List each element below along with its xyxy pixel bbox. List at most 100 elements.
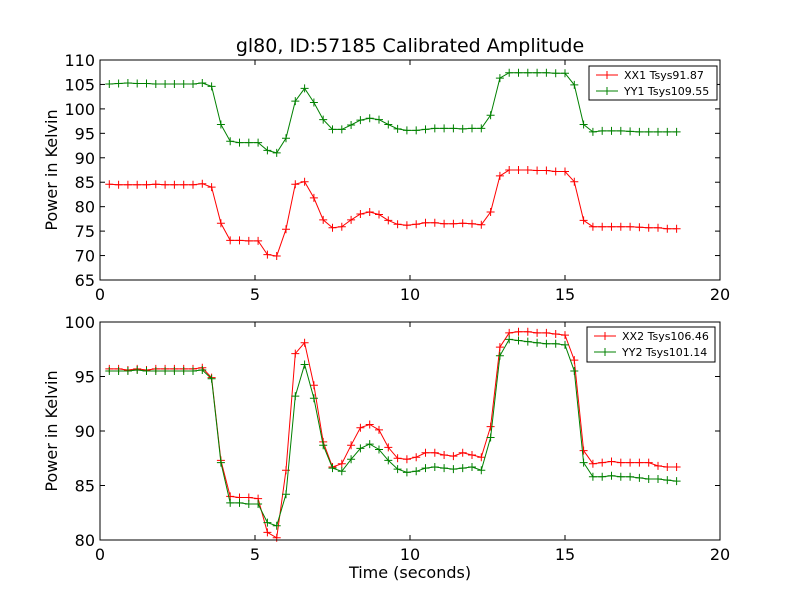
top-chart-data-point <box>542 68 551 77</box>
top-chart-data-point <box>337 125 346 134</box>
top-chart-data-point <box>440 124 449 133</box>
bottom-chart-data-point <box>505 335 514 344</box>
top-chart-data-point <box>375 210 383 219</box>
bottom-chart-data-point <box>570 356 579 365</box>
bottom-chart-data-point <box>133 366 142 374</box>
top-chart-data-point <box>300 177 309 186</box>
x-tick-label: 20 <box>710 285 730 304</box>
bottom-chart-ticks: 0 5 10 15 20 80 85 90 95 100 <box>64 313 730 564</box>
bottom-chart-data-point <box>644 475 653 483</box>
legend-label-yy1: YY1 Tsys109.55 <box>623 85 709 98</box>
bottom-chart-data-point <box>300 338 309 347</box>
top-chart-data-point <box>551 69 560 78</box>
bottom-chart-data-point <box>635 473 644 482</box>
bottom-chart-data-point <box>263 518 272 527</box>
bottom-chart-data-point <box>542 328 551 337</box>
top-chart-data-point <box>486 208 495 216</box>
bottom-chart-data-point <box>142 367 151 375</box>
top-chart-data-point <box>226 236 235 245</box>
chart-title: gl80, ID:57185 Calibrated Amplitude <box>236 35 584 57</box>
top-chart-data-point <box>189 80 197 88</box>
bottom-chart-data-point <box>337 459 346 468</box>
top-chart-data-point <box>412 220 421 229</box>
top-chart-data-point <box>216 120 225 129</box>
y-tick-label: 80 <box>75 198 95 217</box>
top-chart-data-point <box>402 126 411 135</box>
top-chart-data-point <box>533 166 542 175</box>
bottom-chart-data-point <box>309 394 318 403</box>
top-chart-data-point <box>133 180 142 189</box>
top-chart-data-point <box>644 127 653 136</box>
bottom-chart-data-point <box>486 433 495 442</box>
top-chart-data-point <box>151 80 160 88</box>
bottom-chart-data-point <box>626 472 635 481</box>
top-chart-data-point <box>616 222 625 231</box>
top-chart-data-point <box>533 68 542 77</box>
bottom-chart-y-axis-label: Power in Kelvin <box>42 370 61 491</box>
top-chart-data-point <box>672 224 681 233</box>
bottom-chart-data-point <box>663 476 672 485</box>
top-chart-data-point <box>263 250 272 259</box>
x-tick-label: 10 <box>400 285 420 304</box>
top-chart-data-point <box>635 223 644 232</box>
bottom-chart-data-point <box>430 463 439 471</box>
bottom-chart-data-point <box>114 367 123 375</box>
bottom-chart-data-point <box>449 452 458 461</box>
bottom-chart-data-point <box>561 340 569 349</box>
top-chart-data-point <box>133 79 142 88</box>
top-chart-data-point <box>161 180 170 189</box>
bottom-chart-data-point <box>328 464 337 473</box>
bottom-chart-data-point <box>607 471 616 480</box>
bottom-chart-data-point <box>244 500 253 508</box>
bottom-chart-data-point <box>384 456 393 465</box>
top-chart: gl80, ID:57185 Calibrated Amplitude 0 5 10… <box>42 35 730 304</box>
bottom-chart-data-point <box>105 367 114 375</box>
bottom-chart-data-point <box>635 458 644 467</box>
top-chart-data-point <box>588 222 597 231</box>
bottom-chart-data-point <box>588 459 597 468</box>
legend-marker-xx1 <box>603 71 611 79</box>
top-chart-data-point <box>523 68 532 77</box>
bottom-chart-data-point <box>458 464 467 473</box>
top-chart-data-point <box>123 79 132 87</box>
top-chart-data-point <box>402 221 411 230</box>
top-chart-data-point <box>514 68 523 77</box>
top-chart-data-point <box>365 114 374 123</box>
top-chart-series-line-0 <box>109 169 677 257</box>
bottom-chart-data-point <box>514 336 523 345</box>
top-chart-series <box>105 68 681 260</box>
x-tick-label: 0 <box>95 545 105 564</box>
top-chart-data-point <box>598 222 607 231</box>
bottom-chart-data-point <box>198 366 207 374</box>
top-chart-data-point <box>319 215 328 224</box>
bottom-chart-data-point <box>300 360 309 369</box>
top-chart-data-point <box>570 177 579 186</box>
bottom-chart-data-point <box>309 381 318 390</box>
bottom-chart-data-point <box>468 463 476 471</box>
top-chart-data-point <box>244 236 253 245</box>
top-chart-data-point <box>282 225 290 234</box>
top-chart-data-point <box>570 80 579 89</box>
top-chart-data-point <box>179 80 188 88</box>
top-chart-data-point <box>142 180 151 189</box>
bottom-chart-data-point <box>654 461 662 470</box>
legend-label-xx2: XX2 Tsys106.46 <box>622 330 709 343</box>
bottom-chart-legend: XX2 Tsys106.46 YY2 Tsys101.14 <box>586 326 716 363</box>
bottom-chart-data-point <box>412 467 421 476</box>
top-chart-data-point <box>356 116 365 125</box>
bottom-chart-data-point <box>291 349 300 358</box>
top-chart-data-point <box>430 218 439 227</box>
bottom-chart-data-point <box>468 451 476 459</box>
bottom-chart-data-point <box>356 444 365 453</box>
bottom-chart-data-point <box>161 367 170 375</box>
top-chart-data-point <box>114 180 123 189</box>
top-chart-data-point <box>495 171 504 180</box>
y-tick-label: 65 <box>75 271 95 290</box>
top-chart-data-point <box>468 219 476 228</box>
bottom-chart-data-point <box>672 477 681 486</box>
top-chart-series-line-1 <box>109 72 677 154</box>
top-chart-data-point <box>561 69 569 78</box>
bottom-chart-data-point <box>440 451 449 459</box>
top-chart-data-point <box>626 222 635 231</box>
bottom-chart-data-point <box>189 367 197 375</box>
